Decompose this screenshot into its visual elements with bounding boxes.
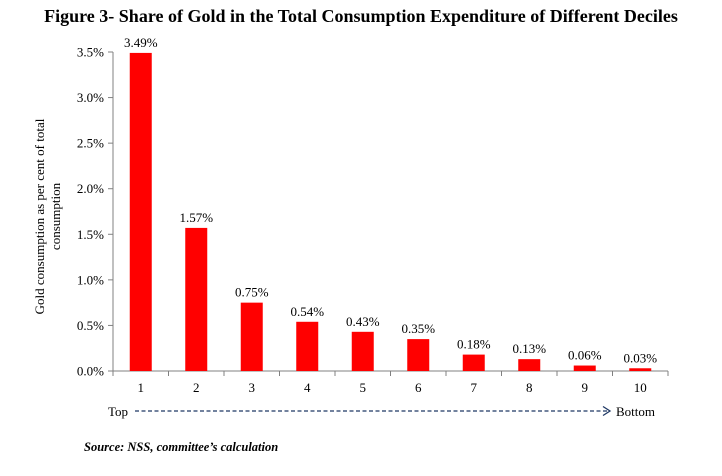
x-tick-label: 7 bbox=[471, 380, 478, 395]
figure-title: Figure 3- Share of Gold in the Total Con… bbox=[44, 6, 678, 26]
x-tick-label: 6 bbox=[415, 380, 422, 395]
x-tick-label: 8 bbox=[526, 380, 533, 395]
y-tick-label: 3.5% bbox=[77, 45, 104, 60]
bar-decile-9 bbox=[573, 365, 596, 371]
y-tick-label: 2.5% bbox=[77, 136, 104, 151]
bar-decile-3 bbox=[240, 302, 263, 371]
x-tick-label: 3 bbox=[249, 380, 256, 395]
x-tick-label: 1 bbox=[138, 380, 145, 395]
bar-decile-2 bbox=[185, 227, 208, 371]
x-tick-label: 5 bbox=[360, 380, 367, 395]
bar-decile-5 bbox=[351, 331, 374, 371]
y-axis-title-line: Gold consumption as per cent of total bbox=[32, 118, 47, 314]
y-axis-title-line: consumption bbox=[48, 182, 63, 250]
x-tick-label: 4 bbox=[304, 380, 311, 395]
x-tick-label: 9 bbox=[582, 380, 589, 395]
bar-decile-8 bbox=[518, 359, 541, 371]
data-label: 0.03% bbox=[623, 350, 657, 365]
bar-decile-1 bbox=[129, 52, 152, 371]
bar-decile-4 bbox=[296, 321, 319, 371]
data-label: 0.06% bbox=[568, 348, 602, 363]
bar-decile-10 bbox=[629, 368, 652, 371]
data-label: 0.13% bbox=[512, 341, 546, 356]
data-label: 0.43% bbox=[346, 314, 380, 329]
data-label: 0.35% bbox=[401, 321, 435, 336]
direction-start-label: Top bbox=[108, 404, 128, 419]
y-tick-label: 1.0% bbox=[77, 272, 104, 287]
x-tick-label: 10 bbox=[634, 380, 647, 395]
data-label: 3.49% bbox=[124, 35, 158, 50]
source-note: Source: NSS, committee’s calculation bbox=[84, 440, 279, 454]
y-tick-label: 3.0% bbox=[77, 90, 104, 105]
direction-end-label: Bottom bbox=[616, 404, 655, 419]
data-label: 1.57% bbox=[179, 210, 213, 225]
bar-decile-7 bbox=[462, 354, 485, 371]
data-label: 0.18% bbox=[457, 337, 491, 352]
y-tick-label: 0.5% bbox=[77, 318, 104, 333]
x-tick-label: 2 bbox=[193, 380, 200, 395]
bar-decile-6 bbox=[407, 339, 430, 371]
direction-arrow-head bbox=[602, 405, 612, 417]
y-tick-label: 1.5% bbox=[77, 227, 104, 242]
data-label: 0.75% bbox=[235, 285, 269, 300]
y-tick-label: 0.0% bbox=[77, 364, 104, 379]
data-label: 0.54% bbox=[290, 304, 324, 319]
y-tick-label: 2.0% bbox=[77, 181, 104, 196]
